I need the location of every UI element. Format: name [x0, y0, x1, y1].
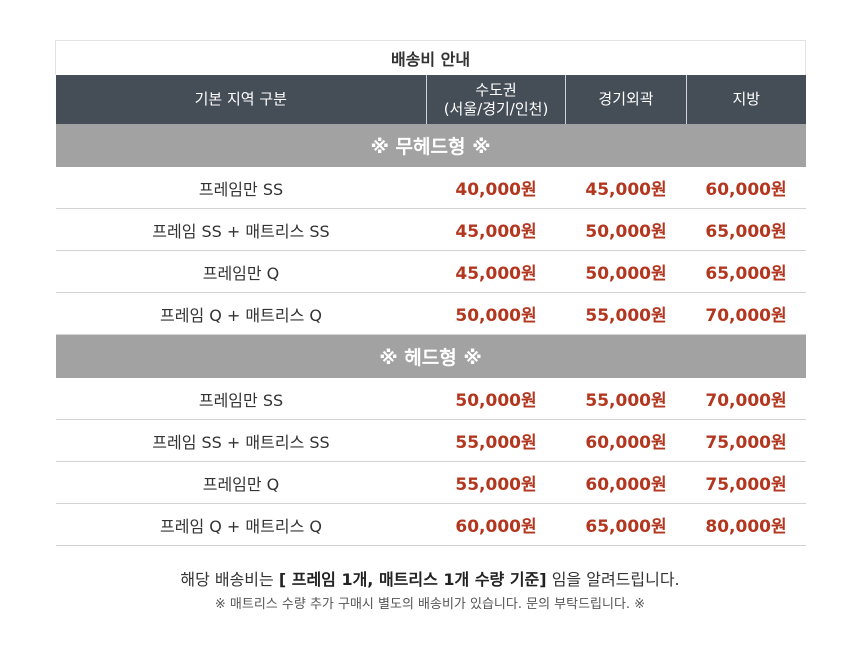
table-row: 프레임 SS + 매트리스 SS 45,000원 50,000원 65,000원	[55, 208, 806, 251]
row-name: 프레임 Q + 매트리스 Q	[55, 292, 427, 335]
note-main-suffix: 임을 알려드립니다.	[546, 570, 680, 589]
price-metro: 45,000원	[426, 208, 566, 251]
section-header-no-head: ※ 무헤드형 ※	[55, 124, 806, 167]
price-outer: 55,000원	[565, 292, 687, 335]
price-metro: 50,000원	[426, 292, 566, 335]
price-outer: 55,000원	[565, 378, 687, 420]
section-title: ※ 무헤드형 ※	[55, 124, 806, 167]
price-metro: 60,000원	[426, 503, 566, 546]
price-outer: 65,000원	[565, 503, 687, 546]
header-provinces: 지방	[685, 75, 806, 124]
price-outer: 45,000원	[565, 167, 687, 209]
table-row: 프레임만 SS 50,000원 55,000원 70,000원	[55, 378, 806, 420]
table-row: 프레임 SS + 매트리스 SS 55,000원 60,000원 75,000원	[55, 419, 806, 462]
header-metro-line1: 수도권	[475, 80, 517, 99]
table-header-row: 기본 지역 구분 수도권 (서울/경기/인천) 경기외곽 지방	[55, 75, 806, 124]
table-row: 프레임 Q + 매트리스 Q 60,000원 65,000원 80,000원	[55, 503, 806, 546]
price-metro: 55,000원	[426, 419, 566, 462]
price-metro: 50,000원	[426, 378, 566, 420]
shipping-fee-table: 배송비 안내 기본 지역 구분 수도권 (서울/경기/인천) 경기외곽 지방 ※…	[54, 40, 807, 546]
shipping-notes: 해당 배송비는 [ 프레임 1개, 매트리스 1개 수량 기준] 임을 알려드립…	[0, 566, 860, 616]
header-metro: 수도권 (서울/경기/인천)	[426, 75, 566, 124]
header-metro-line2: (서울/경기/인천)	[443, 99, 549, 118]
row-name: 프레임만 SS	[55, 167, 427, 209]
table-row: 프레임만 Q 45,000원 50,000원 65,000원	[55, 250, 806, 293]
price-outer: 50,000원	[565, 208, 687, 251]
price-province: 75,000원	[686, 461, 806, 504]
price-province: 60,000원	[686, 167, 806, 209]
price-province: 65,000원	[686, 250, 806, 293]
table-caption-row: 배송비 안내	[54, 40, 807, 75]
header-outer-gyeonggi: 경기외곽	[565, 75, 687, 124]
row-name: 프레임 SS + 매트리스 SS	[55, 208, 427, 251]
price-province: 70,000원	[686, 378, 806, 420]
price-province: 65,000원	[686, 208, 806, 251]
price-province: 75,000원	[686, 419, 806, 462]
note-main: 해당 배송비는 [ 프레임 1개, 매트리스 1개 수량 기준] 임을 알려드립…	[0, 566, 860, 594]
table-row: 프레임만 SS 40,000원 45,000원 60,000원	[55, 167, 806, 209]
header-region: 기본 지역 구분	[55, 75, 427, 124]
table-row: 프레임만 Q 55,000원 60,000원 75,000원	[55, 461, 806, 504]
row-name: 프레임만 Q	[55, 250, 427, 293]
price-outer: 60,000원	[565, 461, 687, 504]
table-row: 프레임 Q + 매트리스 Q 50,000원 55,000원 70,000원	[55, 292, 806, 335]
row-name: 프레임만 Q	[55, 461, 427, 504]
note-main-bold: [ 프레임 1개, 매트리스 1개 수량 기준]	[278, 570, 547, 589]
section-title: ※ 헤드형 ※	[55, 334, 806, 378]
price-outer: 50,000원	[565, 250, 687, 293]
table-caption: 배송비 안내	[54, 40, 807, 75]
note-main-prefix: 해당 배송비는	[180, 570, 279, 589]
shipping-fee-table-container: 배송비 안내 기본 지역 구분 수도권 (서울/경기/인천) 경기외곽 지방 ※…	[54, 40, 807, 546]
price-province: 80,000원	[686, 503, 806, 546]
row-name: 프레임 SS + 매트리스 SS	[55, 419, 427, 462]
section-header-head: ※ 헤드형 ※	[55, 334, 806, 378]
price-metro: 55,000원	[426, 461, 566, 504]
row-name: 프레임만 SS	[55, 378, 427, 420]
price-province: 70,000원	[686, 292, 806, 335]
note-sub: ※ 매트리스 수량 추가 구매시 별도의 배송비가 있습니다. 문의 부탁드립니…	[214, 597, 646, 612]
price-outer: 60,000원	[565, 419, 687, 462]
row-name: 프레임 Q + 매트리스 Q	[55, 503, 427, 546]
price-metro: 45,000원	[426, 250, 566, 293]
price-metro: 40,000원	[426, 167, 566, 209]
